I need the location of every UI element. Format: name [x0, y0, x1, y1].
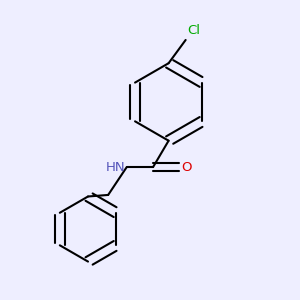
Text: Cl: Cl: [187, 25, 200, 38]
Text: HN: HN: [106, 160, 125, 173]
Text: O: O: [181, 160, 191, 173]
